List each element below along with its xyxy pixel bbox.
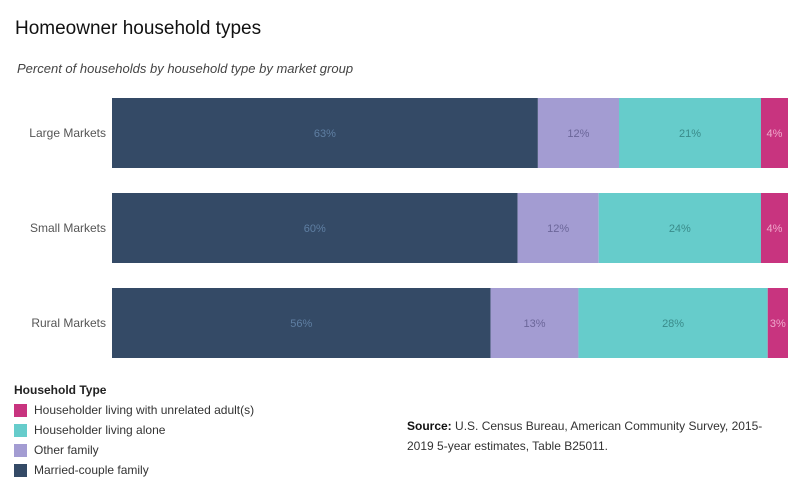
- source-text: U.S. Census Bureau, American Community S…: [407, 419, 763, 453]
- bar-segment[interactable]: [767, 288, 788, 358]
- legend-swatch: [14, 403, 27, 417]
- chart-subtitle: Percent of households by household type …: [17, 61, 354, 76]
- source-note: Source: U.S. Census Bureau, American Com…: [407, 416, 767, 456]
- data-label: 21%: [679, 128, 701, 140]
- category-label: Large Markets: [29, 126, 106, 140]
- data-label: 60%: [304, 223, 326, 235]
- data-label: 12%: [567, 128, 589, 140]
- data-label: 13%: [523, 318, 545, 330]
- bar-segment[interactable]: [490, 288, 579, 358]
- category-label: Small Markets: [30, 221, 106, 235]
- legend-item-living-alone[interactable]: Householder living alone: [14, 420, 254, 440]
- data-label: 63%: [314, 128, 336, 140]
- chart-title: Homeowner household types: [15, 18, 262, 39]
- bar-segment[interactable]: [760, 98, 788, 168]
- bar-segment[interactable]: [598, 193, 761, 263]
- data-label: 28%: [662, 318, 684, 330]
- data-label: 4%: [767, 128, 783, 140]
- bar-segment[interactable]: [619, 98, 761, 168]
- legend-swatch: [14, 423, 27, 437]
- legend-title: Household Type: [14, 383, 107, 397]
- data-label: 24%: [669, 223, 691, 235]
- data-label: 3%: [770, 318, 786, 330]
- legend-item-other-family[interactable]: Other family: [14, 440, 254, 460]
- bar-segment[interactable]: [112, 193, 518, 263]
- legend-swatch: [14, 443, 27, 457]
- data-label: 56%: [290, 318, 312, 330]
- legend-swatch: [14, 463, 27, 477]
- legend-label: Householder living with unrelated adult(…: [34, 403, 255, 417]
- stacked-bar-chart: Large Markets 63% 12% 21% 4% Small Markets 60%…: [29, 98, 788, 358]
- bar-segment[interactable]: [578, 288, 768, 358]
- legend-item-unrelated-adults[interactable]: Householder living with unrelated adult(…: [14, 400, 254, 420]
- bar-segment[interactable]: [760, 193, 788, 263]
- data-label: 4%: [767, 223, 783, 235]
- bar-segment[interactable]: [112, 98, 538, 168]
- category-label: Rural Markets: [31, 316, 106, 330]
- legend-label: Married-couple family: [34, 463, 149, 477]
- legend: Household Type Householder living with u…: [14, 383, 254, 480]
- bar-segment[interactable]: [112, 288, 491, 358]
- legend-label: Householder living alone: [34, 423, 166, 437]
- source-label: Source:: [407, 419, 452, 433]
- legend-label: Other family: [34, 443, 99, 457]
- bar-segment[interactable]: [537, 98, 619, 168]
- data-label: 12%: [547, 223, 569, 235]
- legend-item-married-couple[interactable]: Married-couple family: [14, 460, 254, 480]
- bar-segment[interactable]: [517, 193, 599, 263]
